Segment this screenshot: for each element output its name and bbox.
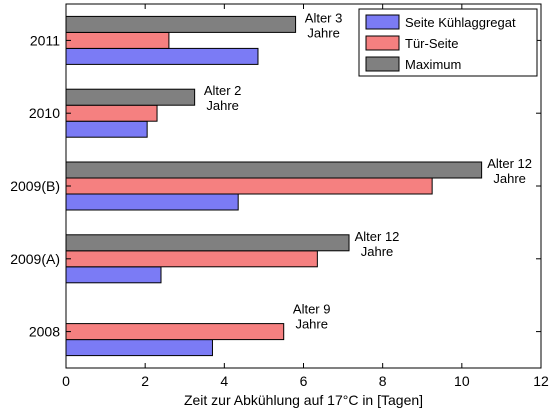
bar-2011-maximum <box>65 15 297 33</box>
x-tick-label: 4 <box>220 373 228 389</box>
bar-2009(A)-seite-k-hlaggregat <box>65 266 162 284</box>
annotations-group: Alter 9 Jahre Alter 12 Jahre Alter 12 Jahre Al… <box>204 10 532 331</box>
annotation-2009(B): Alter 12 Jahre <box>487 156 532 186</box>
y-tick-label: 2011 <box>30 32 60 48</box>
annotation-2008: Alter 9 Jahre <box>293 302 331 332</box>
bar-2009(A)-maximum <box>65 234 350 252</box>
x-tick-label: 10 <box>454 373 470 389</box>
annotation-2010: Alter 2 Jahre <box>204 83 242 113</box>
bar-2010-maximum <box>65 88 196 106</box>
x-tick-label: 8 <box>379 373 387 389</box>
x-axis-label: Zeit zur Abkühlung auf 17°C in [Tagen] <box>184 392 423 408</box>
x-tick-label: 6 <box>300 373 308 389</box>
x-tick-label: 12 <box>533 373 549 389</box>
y-tick-label: 2009(A) <box>10 251 60 267</box>
legend-label: Tür-Seite <box>405 36 458 51</box>
y-axis: 2008 2009(A) 2009(B) 2010 2011 <box>10 32 541 340</box>
bar-2008-seite-k-hlaggregat <box>65 339 213 357</box>
bar-2009(B)-seite-k-hlaggregat <box>65 193 239 211</box>
x-axis: 0 2 4 6 8 10 12 <box>62 4 549 389</box>
bar-2008-t-r-seite <box>65 323 285 341</box>
bar-2009(B)-t-r-seite <box>65 177 433 195</box>
annotation-2009(A): Alter 12 Jahre <box>355 229 400 259</box>
x-tick-label: 2 <box>141 373 149 389</box>
bar-2009(A)-t-r-seite <box>65 250 318 268</box>
bar-2011-t-r-seite <box>65 31 170 49</box>
y-tick-label: 2009(B) <box>10 178 60 194</box>
x-tick-label: 0 <box>62 373 70 389</box>
legend: Seite Kühlaggregat Tür-Seite Maximum <box>358 8 538 77</box>
bar-2011-seite-k-hlaggregat <box>65 47 259 65</box>
y-tick-label: 2010 <box>29 105 60 121</box>
bars-group <box>65 15 483 357</box>
bar-2010-seite-k-hlaggregat <box>65 120 148 138</box>
annotation-2011: Alter 3 Jahre <box>305 10 343 40</box>
legend-swatch <box>365 35 400 51</box>
legend-label: Maximum <box>405 57 461 72</box>
bar-2010-t-r-seite <box>65 104 158 122</box>
legend-swatch <box>365 14 400 30</box>
y-tick-label: 2008 <box>29 324 60 340</box>
legend-swatch <box>365 56 400 72</box>
legend-label: Seite Kühlaggregat <box>405 15 516 30</box>
bar-2009(B)-maximum <box>65 161 483 179</box>
